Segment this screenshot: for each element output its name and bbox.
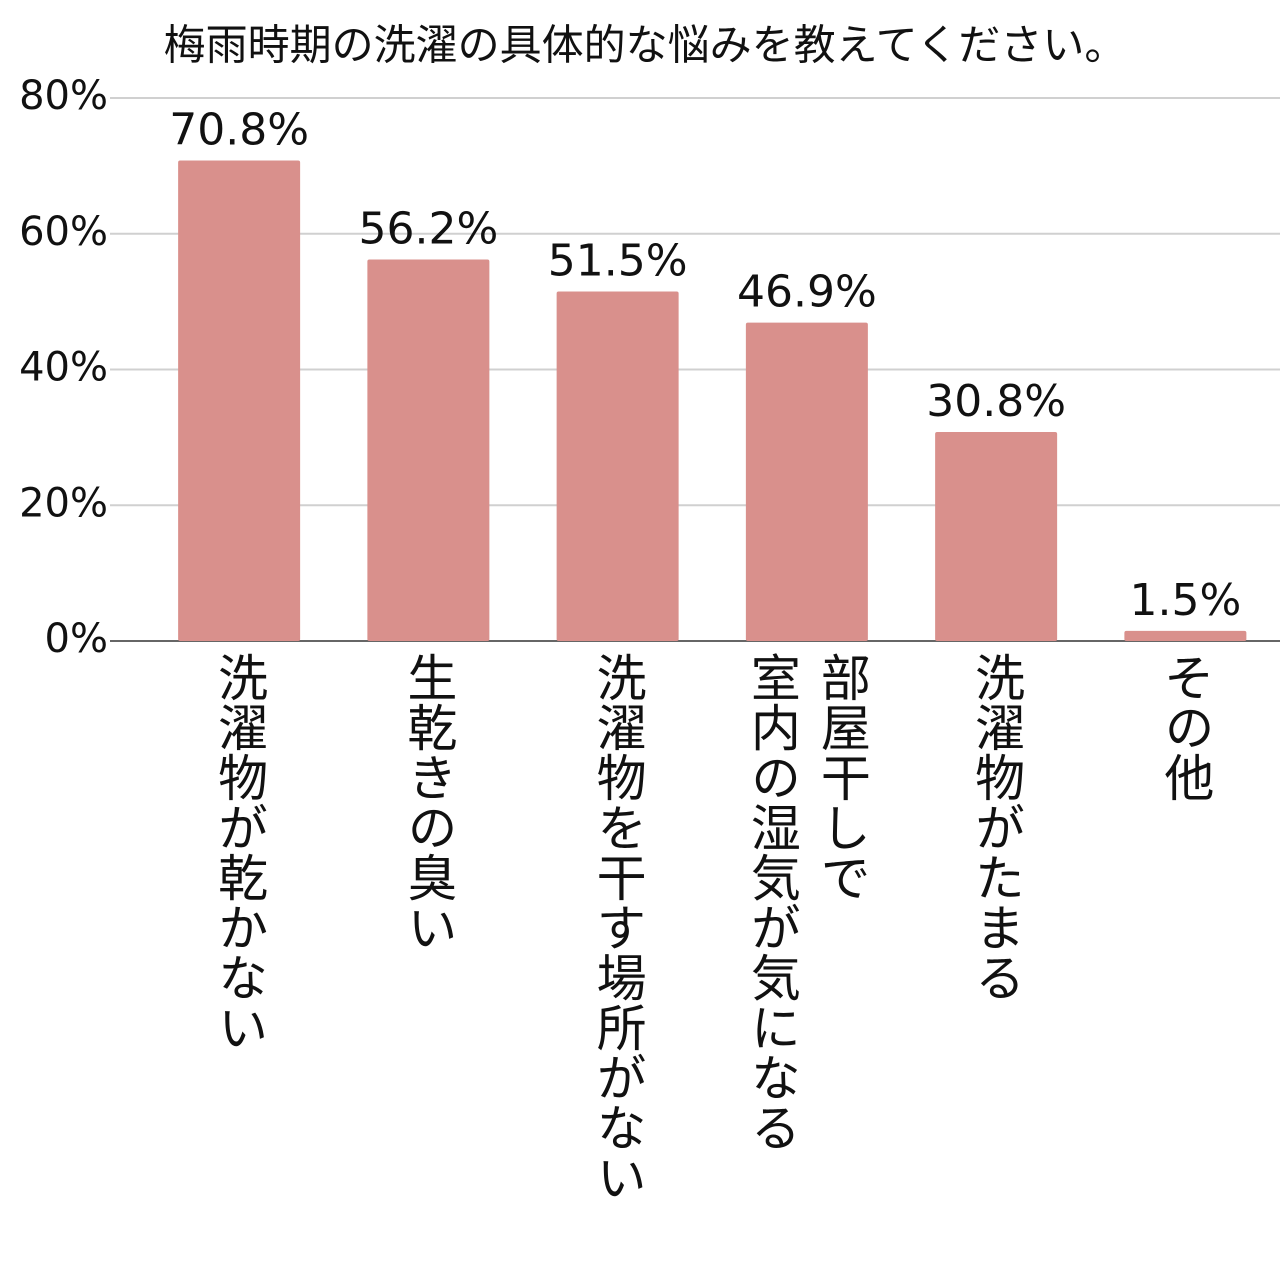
value-label: 51.5%	[548, 235, 688, 286]
chart-title: 梅雨時期の洗濯の具体的な悩みを教えてください。	[164, 21, 1127, 70]
y-tick-label: 80%	[19, 73, 108, 119]
y-tick-label: 40%	[19, 345, 108, 391]
bar	[745, 322, 868, 641]
bar	[1124, 630, 1247, 641]
value-label: 1.5%	[1129, 575, 1241, 626]
value-label: 70.8%	[169, 104, 309, 155]
x-tick-label: 洗濯物が乾かない	[210, 652, 269, 1052]
x-tick-label: 生乾きの臭い	[399, 652, 458, 952]
y-tick-label: 20%	[19, 480, 108, 526]
value-label: 46.9%	[737, 267, 877, 318]
bar	[367, 259, 490, 641]
y-tick-label: 60%	[19, 209, 108, 255]
value-label: 30.8%	[926, 376, 1066, 427]
x-tick-label: 洗濯物がたまる	[967, 652, 1026, 1002]
bar	[556, 291, 679, 641]
x-tick-label: 部屋干しで 室内の湿気が気になる	[742, 652, 871, 1152]
x-tick-label: その他	[1156, 652, 1215, 802]
y-tick-label: 0%	[45, 616, 108, 662]
x-tick-label: 洗濯物を干す場所がない	[588, 652, 647, 1202]
value-label: 56.2%	[358, 204, 498, 255]
bar	[935, 431, 1058, 641]
bar	[178, 160, 301, 641]
